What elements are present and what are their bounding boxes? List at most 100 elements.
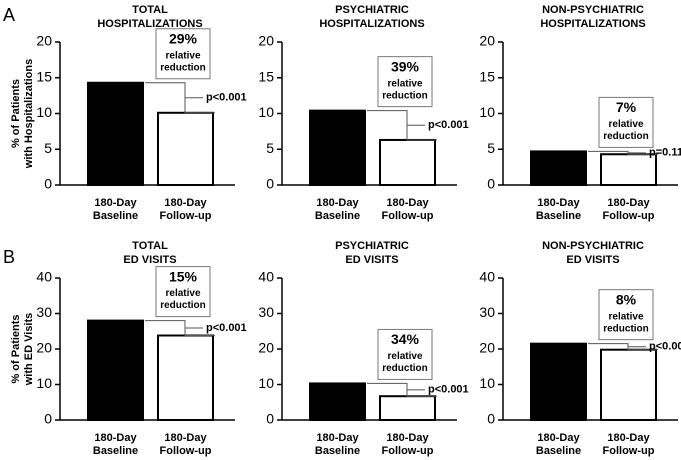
bracket [145,82,215,114]
bracket [145,320,215,337]
bar [530,150,587,187]
y-tick-label: 10 [36,104,52,120]
reduction-value: 34% [391,331,420,347]
x-tick-label: 180-Day [386,432,429,444]
bar [157,111,214,186]
reduction-value: 15% [169,268,198,284]
p-value: p<0.001 [206,92,247,104]
p-value: p<0.001 [206,322,247,334]
reduction-label: relative [608,119,643,130]
y-tick-label: 30 [258,304,274,320]
y-tick-label: 15 [36,68,52,84]
bar [87,319,144,422]
y-tick-label: 10 [258,375,274,391]
y-tick-label: 10 [479,104,495,120]
y-tick-label: 0 [266,411,274,427]
p-value: p<0.001 [428,119,469,131]
y-tick-label: 5 [487,140,495,156]
y-tick-label: 5 [44,140,52,156]
reduction-label: relative [387,351,422,362]
reduction-label: relative [387,78,422,89]
x-tick-label: Follow-up [160,210,212,222]
y-tick-label: 20 [479,340,495,356]
reduction-label: reduction [382,363,428,374]
panel-title: NON-PSYCHIATRIC [542,4,644,16]
panel-title: ED VISITS [123,254,176,266]
x-tick-label: Baseline [93,445,138,457]
annotation-box [377,56,433,108]
bar [530,342,587,421]
p-value: p<0.001 [649,341,681,353]
annotation-box [598,289,654,341]
bar [309,382,366,421]
y-tick-label: 5 [266,140,274,156]
reduction-value: 29% [169,30,198,46]
reduction-value: 7% [616,99,637,115]
y-tick-label: 40 [36,269,52,285]
bar [600,348,657,421]
y-axis-label: % of Patients [10,314,22,383]
y-tick-label: 0 [487,411,495,427]
reduction-label: reduction [603,131,649,142]
bar [600,153,657,187]
x-tick-label: 180-Day [164,432,207,444]
y-tick-label: 30 [36,304,52,320]
y-tick-label: 15 [479,68,495,84]
panel-title: TOTAL [132,240,168,252]
x-tick-label: 180-Day [537,432,580,444]
reduction-label: relative [165,50,200,61]
x-tick-label: Follow-up [382,210,434,222]
y-tick-label: 20 [258,33,274,49]
reduction-value: 8% [616,291,637,307]
x-tick-label: Follow-up [603,210,655,222]
y-tick-label: 20 [479,33,495,49]
annotation-box [155,28,211,80]
panel-title: PSYCHIATRIC [335,4,409,16]
bar [309,109,366,186]
p-value: p=0.117 [649,147,681,159]
panel-title: NON-PSYCHIATRIC [542,240,644,252]
x-tick-label: Follow-up [160,445,212,457]
bracket [367,382,437,397]
x-tick-label: 180-Day [316,197,359,209]
x-tick-label: Follow-up [382,445,434,457]
bracket [367,110,437,141]
bar [157,334,214,422]
panel-title: ED VISITS [345,254,398,266]
panel-label: B [3,247,15,267]
reduction-label: reduction [160,62,206,73]
reduction-value: 39% [391,58,420,74]
annotation-box [155,266,211,318]
reduction-label: reduction [603,323,649,334]
y-axis-label: with Hospitalizations [23,59,35,169]
x-tick-label: Baseline [536,210,581,222]
x-tick-label: Baseline [93,210,138,222]
y-tick-label: 0 [487,176,495,192]
x-tick-label: Baseline [315,210,360,222]
p-value: p<0.001 [428,384,469,396]
y-tick-label: 10 [258,104,274,120]
x-tick-label: 180-Day [94,197,137,209]
y-tick-label: 0 [44,176,52,192]
reduction-label: relative [165,288,200,299]
y-tick-label: 0 [44,411,52,427]
panel-title: ED VISITS [566,254,619,266]
reduction-label: reduction [382,90,428,101]
y-axis-label: with ED Visits [23,313,35,387]
annotation-box [598,96,654,148]
annotation-box [377,328,433,380]
bar [379,138,436,186]
x-tick-label: 180-Day [537,197,580,209]
y-tick-label: 15 [258,68,274,84]
y-tick-label: 20 [36,340,52,356]
y-tick-label: 30 [479,304,495,320]
panel-label: A [3,5,15,25]
x-tick-label: 180-Day [607,197,650,209]
x-tick-label: 180-Day [316,432,359,444]
x-tick-label: Baseline [536,445,581,457]
y-tick-label: 20 [36,33,52,49]
panel-title: HOSPITALIZATIONS [97,18,202,30]
y-axis-label: % of Patients [10,79,22,148]
reduction-label: reduction [160,300,206,311]
